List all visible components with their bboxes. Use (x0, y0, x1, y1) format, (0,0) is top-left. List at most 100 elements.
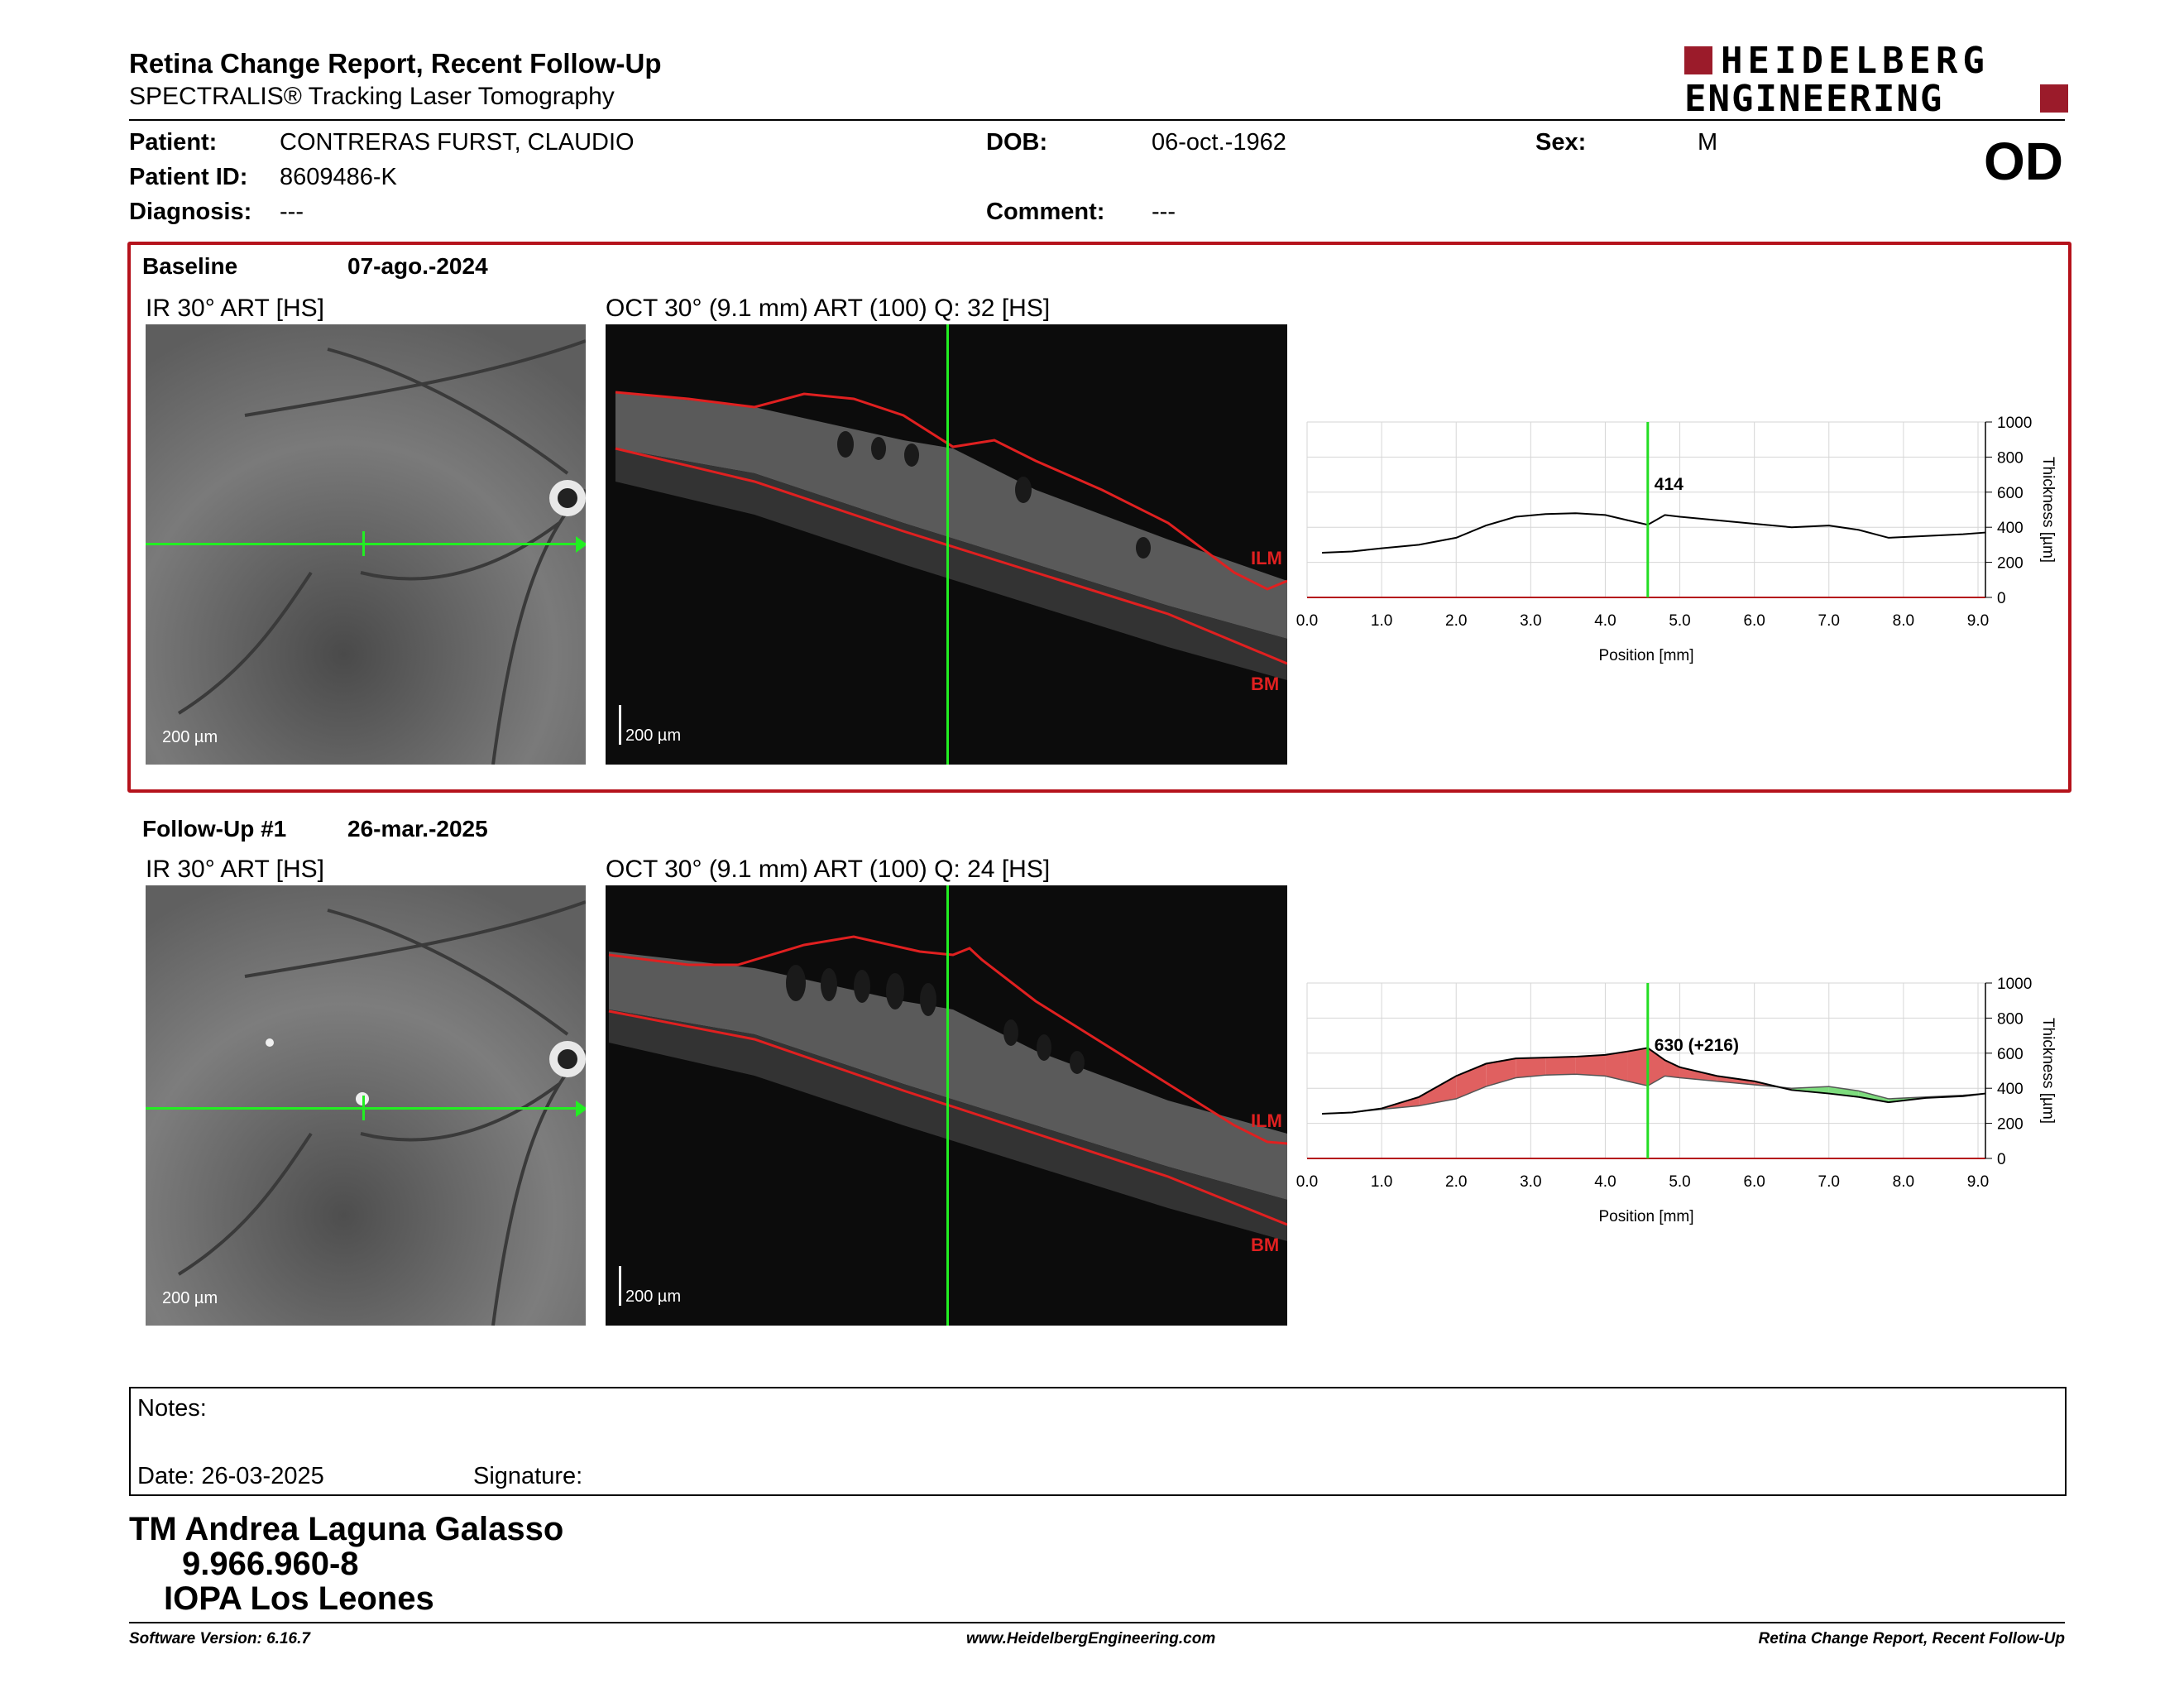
footer-report-name: Retina Change Report, Recent Follow-Up (1758, 1630, 2065, 1647)
scale-bar-icon (619, 705, 621, 745)
chart-y-tick-label: 200 (1997, 555, 2024, 573)
patient-label: Patient: (129, 129, 218, 156)
chart-x-tick-label: 0.0 (1296, 612, 1318, 630)
chart-increase-area (1419, 1076, 1457, 1106)
footer-website-link[interactable]: www.HeidelbergEngineering.com (966, 1630, 1216, 1647)
chart-marker-value: 630 (+216) (1655, 1036, 1739, 1055)
header-divider (129, 119, 2065, 121)
scale-bar-icon (619, 1266, 621, 1306)
eye-laterality: OD (1984, 132, 2063, 191)
chart-y-tick-label: 800 (1997, 449, 2024, 467)
chart-y-tick-label: 400 (1997, 520, 2024, 537)
followup-oct-scalebar: 200 µm (625, 1288, 682, 1306)
chart-y-tick-label: 400 (1997, 1081, 2024, 1098)
chart-y-tick-label: 1000 (1997, 976, 2032, 993)
logo-text-2: ENGINEERING (1684, 78, 1944, 120)
chart-x-tick-label: 1.0 (1371, 1173, 1392, 1191)
fovea-cross-icon (362, 1096, 365, 1120)
followup-oct-image: ILM BM 200 µm (606, 885, 1287, 1326)
chart-x-tick-label: 5.0 (1669, 612, 1690, 630)
dob-value: 06-oct.-1962 (1152, 129, 1286, 156)
baseline-oct-position-line (946, 324, 949, 765)
scan-direction-arrow-icon (576, 1101, 586, 1117)
chart-x-tick-label: 3.0 (1520, 1173, 1541, 1191)
chart-x-tick-label: 2.0 (1445, 612, 1467, 630)
chart-y-tick-label: 200 (1997, 1116, 2024, 1134)
baseline-ir-scalebar: 200 µm (162, 728, 218, 746)
signer-name: TM Andrea Laguna Galasso (129, 1511, 564, 1547)
patient-id-label: Patient ID: (129, 164, 248, 190)
notes-box: Notes: Date: 26-03-2025 Signature: (129, 1387, 2067, 1496)
chart-x-tick-label: 9.0 (1967, 1173, 1989, 1191)
chart-y-label: Thickness [µm] (2039, 1018, 2057, 1124)
signer-org: IOPA Los Leones (164, 1580, 434, 1617)
chart-decrease-area (1858, 1091, 1889, 1103)
logo-text-1: HEIDELBERG (1721, 40, 1990, 82)
followup-ir-scalebar: 200 µm (162, 1289, 218, 1307)
followup-ir-image: 200 µm (146, 885, 586, 1326)
chart-increase-area (1545, 1057, 1576, 1076)
footer-divider (129, 1622, 2065, 1623)
chart-x-label: Position [mm] (1598, 647, 1693, 664)
chart-y-tick-label: 1000 (1997, 415, 2032, 432)
notes-date: Date: 26-03-2025 (137, 1463, 324, 1489)
followup-scan-line (146, 1107, 586, 1110)
heidelberg-logo: HEIDELBERG ENGINEERING (1684, 40, 2068, 120)
chart-x-tick-label: 1.0 (1371, 612, 1392, 630)
dob-label: DOB: (986, 129, 1048, 156)
report-subtitle: SPECTRALIS® Tracking Laser Tomography (129, 83, 615, 110)
sex-value: M (1698, 129, 1718, 156)
scan-direction-arrow-icon (576, 536, 586, 553)
chart-thickness-line (1321, 512, 1986, 554)
baseline-ir-image: 200 µm (146, 324, 586, 765)
baseline-thickness-chart: 0.0 1.0 2.0 3.0 4.0 5.0 6.0 7.0 8.0 9.0 0 200 400 600… (1296, 415, 2057, 664)
chart-x-tick-label: 7.0 (1818, 1173, 1840, 1191)
baseline-ir-title: IR 30° ART [HS] (146, 295, 324, 322)
baseline-oct-scalebar: 200 µm (625, 727, 682, 745)
notes-label: Notes: (137, 1395, 207, 1422)
chart-x-tick-label: 6.0 (1743, 612, 1765, 630)
chart-x-label: Position [mm] (1598, 1208, 1693, 1225)
chart-x-tick-label: 6.0 (1743, 1173, 1765, 1191)
followup-label: Follow-Up #1 (142, 816, 287, 842)
comment-value: --- (1152, 199, 1176, 225)
chart-y-tick-label: 0 (1997, 590, 2006, 607)
followup-ilm-label: ILM (1251, 1110, 1282, 1131)
chart-y-tick-label: 600 (1997, 1046, 2024, 1063)
chart-y-tick-label: 800 (1997, 1010, 2024, 1028)
chart-y-tick-label: 600 (1997, 485, 2024, 502)
chart-increase-area (1456, 1063, 1487, 1099)
followup-ir-title: IR 30° ART [HS] (146, 856, 324, 883)
baseline-ilm-label: ILM (1251, 548, 1282, 568)
baseline-section (127, 242, 2071, 793)
chart-x-tick-label: 8.0 (1893, 1173, 1914, 1191)
chart-x-tick-label: 5.0 (1669, 1173, 1690, 1191)
baseline-oct-image: ILM BM 200 µm (606, 324, 1287, 765)
signer-rut: 9.966.960-8 (182, 1546, 359, 1582)
report-title: Retina Change Report, Recent Follow-Up (129, 48, 662, 79)
sex-label: Sex: (1535, 129, 1587, 156)
baseline-oct-title: OCT 30° (9.1 mm) ART (100) Q: 32 [HS] (606, 295, 1051, 322)
followup-oct-position-line (946, 885, 949, 1326)
patient-id: 8609486-K (280, 164, 397, 190)
followup-thickness-chart: 0.0 1.0 2.0 3.0 4.0 5.0 6.0 7.0 8.0 9.0 0 200 400 600… (1296, 976, 2057, 1225)
baseline-bm-label: BM (1251, 674, 1280, 694)
chart-increase-area (1717, 1076, 1755, 1085)
baseline-scan-line (146, 543, 586, 545)
chart-x-tick-label: 2.0 (1445, 1173, 1467, 1191)
chart-x-tick-label: 7.0 (1818, 612, 1840, 630)
chart-decrease-area (1828, 1086, 1859, 1097)
chart-x-tick-label: 0.0 (1296, 1173, 1318, 1191)
chart-increase-area (1679, 1067, 1717, 1081)
comment-label: Comment: (986, 199, 1105, 225)
diagnosis-value: --- (280, 199, 304, 225)
chart-increase-area (1575, 1054, 1606, 1077)
chart-x-tick-label: 3.0 (1520, 612, 1541, 630)
chart-y-label: Thickness [µm] (2039, 457, 2057, 563)
chart-marker-value: 414 (1655, 475, 1684, 494)
chart-x-tick-label: 8.0 (1893, 612, 1914, 630)
diagnosis-label: Diagnosis: (129, 199, 252, 225)
chart-y-tick-label: 0 (1997, 1151, 2006, 1168)
chart-x-tick-label: 4.0 (1594, 612, 1616, 630)
followup-oct-title: OCT 30° (9.1 mm) ART (100) Q: 24 [HS] (606, 856, 1051, 883)
